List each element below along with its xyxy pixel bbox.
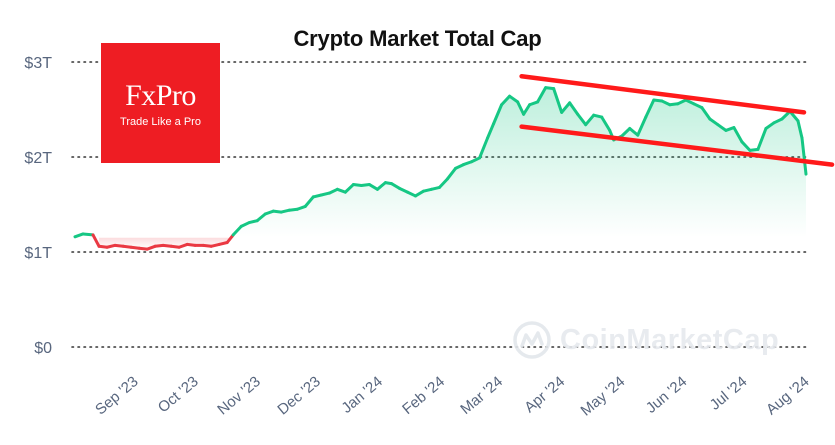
series-segment <box>508 94 520 104</box>
series-segment <box>389 182 401 190</box>
x-axis-labels: Sep '23 Oct '23 Nov '23 Dec '23 Jan '24 Feb '… <box>92 373 812 419</box>
trendline <box>519 74 807 115</box>
series-segment <box>620 127 632 138</box>
area-fill-up <box>233 87 807 238</box>
logo-brand: FxPro <box>125 79 196 112</box>
series-segment <box>375 181 387 191</box>
fxpro-logo: FxPro Trade Like a Pro <box>101 43 220 163</box>
trendline <box>519 124 835 167</box>
x-tick-label: Jan '24 <box>338 373 386 417</box>
watermark-text: CoinMarketCap <box>560 323 780 356</box>
series-segment <box>600 115 612 132</box>
series-segment <box>628 127 640 137</box>
trendline-layer <box>519 74 835 167</box>
series-segment <box>500 94 512 107</box>
x-tick-label: Aug '24 <box>763 373 813 418</box>
y-tick-label: $0 <box>34 340 52 357</box>
series-segment <box>536 86 548 104</box>
series-segment <box>560 101 572 114</box>
series-segment <box>732 126 744 144</box>
x-tick-label: Mar '24 <box>457 373 506 418</box>
area-layer <box>99 87 807 250</box>
series-segment <box>437 177 450 189</box>
series-segment <box>796 119 804 140</box>
series-segment <box>478 136 490 160</box>
coinmarketcap-logo-icon <box>513 321 551 359</box>
series-segment <box>81 232 95 237</box>
x-tick-label: May '24 <box>577 373 628 419</box>
series-segment <box>764 121 776 130</box>
series-segment <box>800 136 808 176</box>
x-tick-label: Sep '23 <box>92 373 142 418</box>
y-tick-label: $2T <box>24 150 52 167</box>
series-segment <box>708 117 720 127</box>
area-fill-down <box>99 234 234 250</box>
series-segment <box>367 183 379 191</box>
series-segment <box>756 127 768 151</box>
x-tick-label: Jul '24 <box>707 373 751 414</box>
series-segment <box>644 98 656 119</box>
x-tick-label: Jun '24 <box>643 373 691 417</box>
series-segment <box>636 115 648 137</box>
series-segment <box>225 233 235 244</box>
series-segment <box>255 212 267 223</box>
x-tick-label: Dec '23 <box>274 373 324 418</box>
x-tick-label: Oct '23 <box>155 373 202 416</box>
x-tick-label: Feb '24 <box>399 373 448 418</box>
series-segment <box>522 103 532 116</box>
x-tick-label: Apr '24 <box>521 373 568 416</box>
series-segment <box>780 109 792 121</box>
series-segment <box>91 233 101 248</box>
series-segment <box>700 106 712 121</box>
series-segment <box>413 189 425 198</box>
series-segment <box>716 123 728 132</box>
series-segment <box>231 224 243 237</box>
y-tick-label: $3T <box>24 55 52 72</box>
series-segment <box>486 122 496 140</box>
series-segment <box>584 113 596 127</box>
series-segment <box>343 183 355 194</box>
x-tick-label: Nov '23 <box>214 373 264 418</box>
series-segment <box>740 140 752 152</box>
series-segment <box>576 112 588 127</box>
series-segment <box>492 103 504 126</box>
series-segment <box>303 195 315 208</box>
y-tick-label: $1T <box>24 245 52 262</box>
series-segment <box>446 166 458 181</box>
series-line-layer <box>73 86 808 251</box>
y-axis-labels: $0 $1T $2T $3T <box>24 55 52 357</box>
series-segment <box>568 101 580 116</box>
coinmarketcap-watermark: CoinMarketCap <box>512 320 779 360</box>
series-segment <box>516 100 526 116</box>
series-segment <box>552 87 564 114</box>
logo-tagline: Trade Like a Pro <box>120 116 201 128</box>
chart-title: Crypto Market Total Cap <box>293 26 542 51</box>
